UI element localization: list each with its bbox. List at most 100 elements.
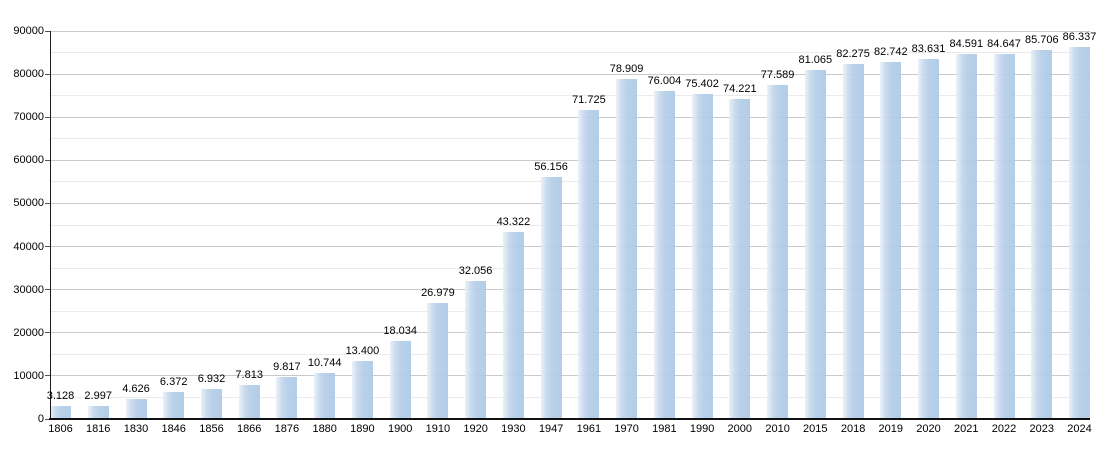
y-axis-tick [45,30,50,32]
bar [465,280,487,419]
bar [955,54,977,419]
bar-value-label: 76.004 [647,75,682,88]
gridline-major [50,289,1090,291]
gridline-minor [50,52,1090,54]
bar-value-label: 56.156 [534,160,568,173]
gridline-major [50,332,1090,334]
x-axis-label: 1900 [387,423,413,435]
bar [389,341,411,419]
y-axis-label: 30000 [13,283,44,296]
bar [201,389,222,419]
bar-value-label: 9.817 [273,360,301,373]
bar-value-label: 32.056 [458,264,493,277]
x-axis-label: 1846 [161,423,186,435]
y-axis-tick [45,418,50,420]
x-axis-label: 1930 [501,423,526,435]
y-axis-tick [45,375,50,377]
bar-value-label: 18.034 [383,325,418,338]
bar-value-label: 84.647 [987,38,1021,51]
gridline-minor [50,181,1090,183]
y-axis-label: 0 [37,413,44,425]
bar [427,302,449,419]
gridline-minor [50,224,1090,226]
x-axis-label: 1981 [652,423,677,435]
bar [880,62,902,419]
gridline-major [50,30,1090,32]
x-axis-label: 1856 [199,423,224,435]
x-axis-label: 1816 [85,423,111,435]
bar-value-label: 82.275 [836,48,870,61]
x-axis-label: 2000 [727,423,753,435]
bar [804,69,826,419]
gridline-minor [50,267,1090,269]
bar-value-label: 6.372 [159,375,188,388]
bar [87,406,109,419]
bar [1031,49,1053,419]
y-axis-label: 20000 [13,326,44,339]
y-axis-label: 90000 [13,25,44,37]
bar-value-label: 86.337 [1062,30,1097,43]
bar [691,93,713,419]
bar [502,232,524,419]
y-axis-label: 50000 [13,197,44,210]
bar-value-label: 75.402 [685,77,719,90]
y-axis-tick [45,159,50,161]
bar [653,91,675,419]
y-axis-tick [45,73,50,75]
bar [729,99,751,419]
bar-value-label: 7.813 [235,369,263,382]
bar [842,64,864,419]
bar [918,58,939,419]
x-axis-label: 1910 [425,423,451,435]
gridline-minor [50,95,1090,97]
y-axis-label: 40000 [13,240,44,253]
bar [767,84,789,419]
bar [993,54,1015,419]
x-axis-label: 2020 [916,423,941,435]
bar [125,399,147,419]
y-axis-line [50,31,51,419]
bar-value-label: 10.744 [307,356,342,369]
gridline-major [50,202,1090,204]
gridline-major [50,246,1090,248]
x-axis-label: 2015 [803,423,828,435]
x-axis-label: 2022 [991,423,1017,435]
bar-value-label: 83.631 [911,42,946,55]
gridline-minor [50,310,1090,312]
x-axis-label: 2024 [1067,423,1092,435]
bar [540,176,562,419]
bar [616,78,638,419]
bar-value-label: 78.909 [609,62,644,75]
x-axis-label: 1866 [236,423,262,435]
bar-value-label: 71.725 [572,93,606,106]
bar-value-label: 43.322 [496,216,531,229]
x-axis-label: 1947 [538,423,564,435]
bar [238,385,260,419]
gridline-minor [50,138,1090,140]
gridline-major [50,159,1090,161]
x-axis-label: 1961 [576,423,602,435]
x-axis-label: 1830 [123,423,149,435]
x-axis-label: 1876 [274,423,300,435]
y-axis-tick [45,289,50,291]
x-axis-label: 2023 [1029,423,1055,435]
y-axis-label: 70000 [13,111,44,124]
x-axis-label: 1970 [614,423,639,435]
bar [351,361,373,419]
y-axis-tick [45,202,50,204]
bar-value-label: 13.400 [345,345,380,358]
bar [314,372,336,419]
x-axis-label: 1806 [48,423,73,435]
bar [50,405,71,419]
gridline-major [50,73,1090,75]
bar-value-label: 82.742 [873,46,908,59]
x-axis-label: 2010 [765,423,790,435]
bar-value-label: 6.932 [197,373,226,386]
bar [578,109,600,419]
x-axis-label: 1880 [312,423,337,435]
bar-value-label: 74.221 [722,83,757,95]
gridline-minor [50,353,1090,355]
x-axis-label: 1990 [689,423,715,435]
bar-value-label: 77.589 [760,68,795,81]
